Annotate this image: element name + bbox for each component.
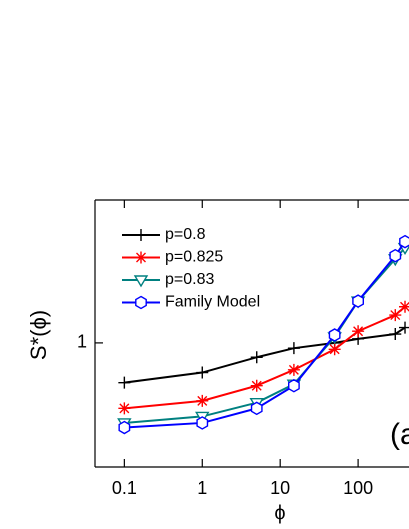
x-tick-label: 10 [270, 478, 290, 498]
marker [250, 401, 263, 416]
marker [328, 328, 341, 342]
marker [135, 295, 147, 310]
marker [196, 394, 209, 407]
x-tick-label: 1 [197, 478, 207, 498]
marker [287, 342, 300, 355]
marker [352, 325, 365, 338]
legend-label: p=0.8 [165, 226, 206, 243]
marker [352, 294, 364, 308]
legend: p=0.8 p=0.825 p=0.83 Family Model [122, 226, 260, 311]
legend-label: Family Model [165, 294, 260, 311]
marker [118, 376, 131, 389]
legend-label: p=0.83 [165, 271, 214, 288]
marker [118, 402, 131, 415]
marker [196, 366, 209, 379]
series-line [124, 326, 406, 384]
panel-label: (a [390, 418, 409, 451]
x-tick-label: 100 [343, 478, 373, 498]
y-tick-label: 1 [77, 332, 87, 352]
marker [250, 351, 263, 364]
marker [389, 248, 402, 263]
x-tick-label: 0.1 [112, 478, 137, 498]
marker [389, 309, 402, 322]
marker [399, 300, 409, 313]
marker [389, 328, 402, 341]
marker [250, 379, 263, 392]
marker [135, 251, 147, 264]
marker [287, 363, 300, 376]
legend-label: p=0.825 [165, 249, 223, 266]
marker [133, 275, 149, 288]
marker [135, 229, 147, 241]
x-axis-label: ϕ [274, 502, 285, 524]
y-axis-label: S*(ϕ) [26, 310, 51, 360]
marker [196, 416, 209, 430]
marker [328, 343, 341, 356]
marker [118, 420, 131, 435]
marker [399, 321, 409, 334]
marker [399, 234, 409, 249]
plot-area [117, 234, 409, 435]
marker [288, 378, 300, 393]
series-line [124, 241, 406, 429]
series-line [124, 305, 406, 410]
